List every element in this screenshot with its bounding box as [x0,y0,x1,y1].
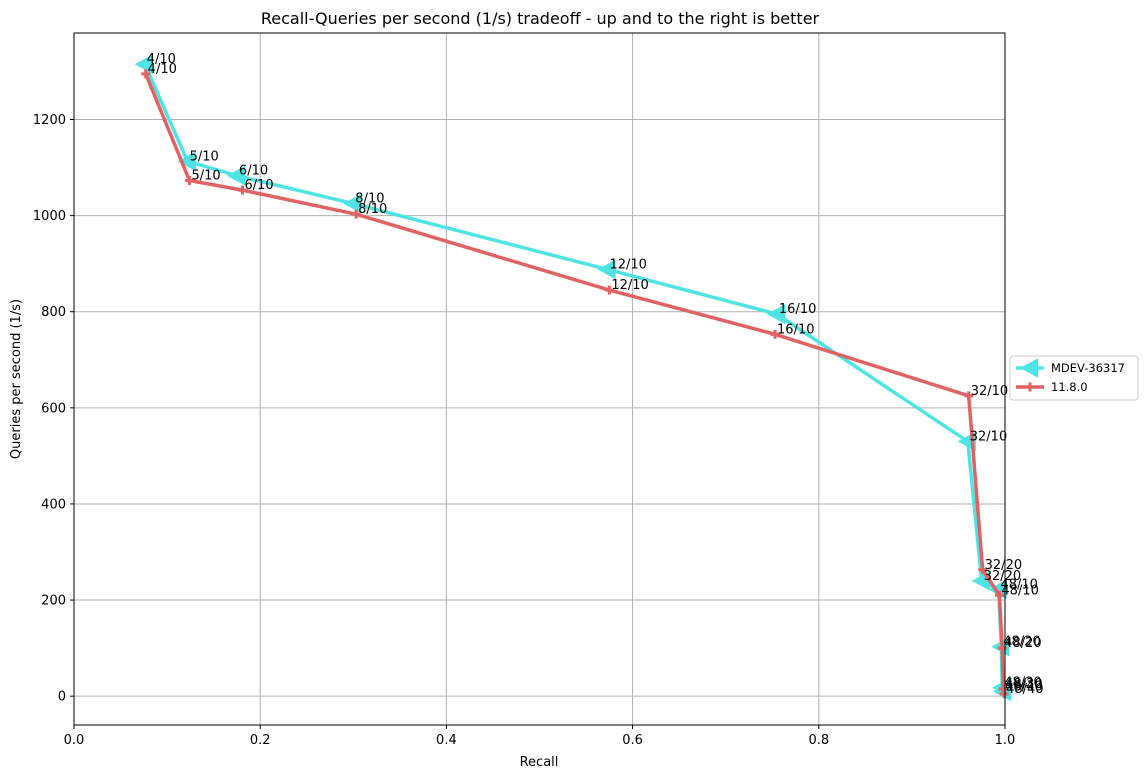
point-label: 8/10 [358,202,387,217]
data-point [141,69,151,79]
point-label: 48/20 [1004,636,1041,651]
y-tick-label: 1200 [33,113,66,128]
point-label: 32/20 [984,569,1021,584]
x-tick-label: 0.0 [64,733,85,748]
data-point [597,259,616,280]
data-point [177,151,196,172]
point-label: 48/20 [1003,635,1040,650]
y-tick-label: 0 [58,690,66,705]
data-point [238,185,248,195]
point-label: 16/10 [777,322,814,337]
legend-marker [1019,358,1039,378]
series-line [143,72,1006,696]
y-tick-label: 800 [41,305,66,320]
axis-ticks: 0.0 0.2 0.4 0.6 0.8 1.0 0 200 400 600 800 1000 1200 [33,113,1015,748]
y-axis-title: Queries per second (1/s) [9,299,24,459]
data-point [766,304,786,324]
point-label: 4/10 [147,52,176,67]
legend: MDEV-36317 11.8.0 [1009,355,1139,401]
series-1 [141,69,1009,699]
plot-frame [73,32,1006,726]
point-label: 6/10 [245,178,274,193]
point-label: 16/10 [779,302,816,317]
series-0 [134,54,1012,702]
data-point [604,285,614,295]
point-label: 48/10 [1000,577,1037,592]
point-label: 32/20 [985,558,1022,573]
point-label-layer: 4/105/106/108/1012/1016/1032/1032/2048/1… [147,52,1044,697]
point-label: 48/30 [1004,676,1041,691]
data-point [999,689,1009,699]
y-tick-label: 200 [41,594,66,609]
x-tick-label: 0.6 [622,733,643,748]
data-point [351,209,361,219]
x-tick-label: 1.0 [995,733,1016,748]
x-tick-label: 0.2 [250,733,271,748]
series-layer [134,54,1012,702]
data-point [770,329,780,339]
data-point [994,590,1004,600]
point-label: 48/30 [1005,677,1042,692]
point-label: 48/10 [1001,583,1038,598]
grid-lines [73,33,1006,725]
point-label: 32/10 [970,429,1007,444]
x-axis-title: Recall [520,755,559,770]
point-label: 5/10 [190,149,219,164]
data-point [184,176,194,186]
y-tick-label: 600 [41,401,66,416]
point-label: 5/10 [191,169,220,184]
legend-label: 11.8.0 [1051,380,1088,394]
data-point [343,193,362,214]
point-label: 48/40 [1006,682,1043,697]
point-label: 6/10 [239,164,268,179]
point-label: 8/10 [355,192,384,207]
y-tick-label: 1000 [33,209,66,224]
data-point [978,565,988,575]
x-tick-label: 0.8 [808,733,829,748]
data-point [964,391,974,401]
point-label: 12/10 [609,257,646,272]
series-line [143,62,1005,694]
x-tick-label: 0.4 [436,733,457,748]
legend-label: MDEV-36317 [1051,361,1125,375]
point-label: 32/10 [971,384,1008,399]
legend-marker [1025,382,1035,392]
chart-title: Recall-Queries per second (1/s) tradeoff… [261,9,820,28]
data-point [134,54,153,75]
y-tick-label: 400 [41,497,66,512]
point-label: 12/10 [611,278,648,293]
point-label: 4/10 [148,62,177,77]
point-label: 48/40 [1005,679,1042,694]
data-point [226,165,246,186]
